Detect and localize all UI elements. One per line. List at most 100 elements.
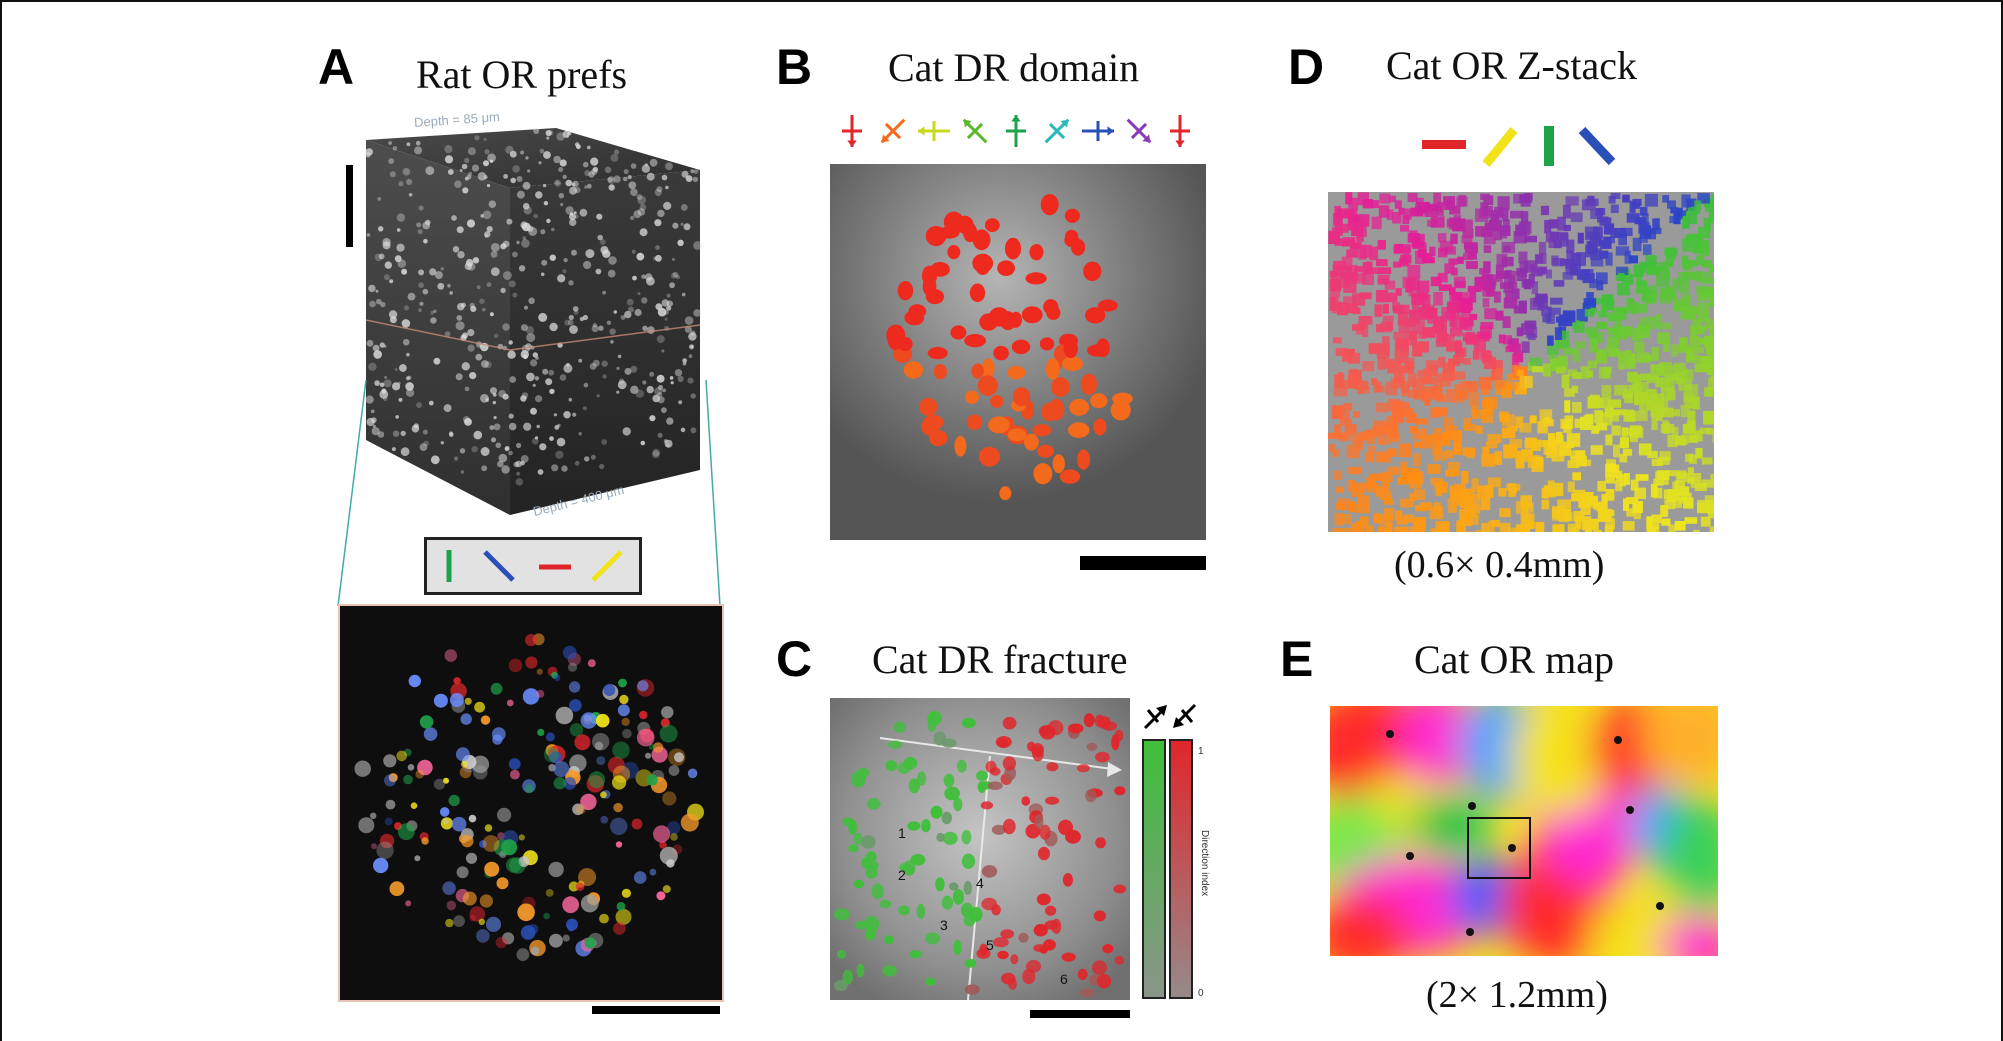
zstack-cell xyxy=(1703,290,1717,297)
direction-cell xyxy=(1041,402,1057,422)
cube-cell xyxy=(384,274,390,281)
cube-cell xyxy=(567,319,574,326)
zstack-cell xyxy=(1651,347,1659,361)
zstack-cell xyxy=(1495,310,1504,321)
zstack-cell xyxy=(1580,503,1591,515)
cube-cell xyxy=(455,321,465,331)
zstack-cell xyxy=(1626,409,1635,422)
zstack-cell xyxy=(1690,324,1698,339)
zstack-cell xyxy=(1686,198,1697,211)
cube-cell xyxy=(531,437,539,445)
zstack-cell xyxy=(1541,306,1552,316)
zstack-cell xyxy=(1331,301,1342,314)
cube-cell xyxy=(456,226,464,234)
cube-cell xyxy=(640,440,646,446)
cube-cell xyxy=(481,360,489,368)
labeled-cell xyxy=(648,743,655,750)
direction-cell xyxy=(978,446,1001,467)
zstack-cell xyxy=(1332,449,1340,457)
zstack-cell xyxy=(1594,410,1603,424)
zstack-cell xyxy=(1580,366,1590,379)
zstack-cell xyxy=(1392,302,1401,311)
fracture-cell xyxy=(925,932,941,945)
cube-cell xyxy=(368,362,377,371)
fracture-cell xyxy=(884,935,894,945)
fracture-cell xyxy=(981,897,998,911)
cube-cell xyxy=(661,349,665,353)
cube-cell xyxy=(408,193,413,197)
cube-cell xyxy=(572,412,577,417)
zstack-cell xyxy=(1639,373,1651,381)
cube-cell xyxy=(590,454,596,460)
cube-cell xyxy=(489,425,495,430)
zstack-cell xyxy=(1480,408,1489,419)
cube-cell xyxy=(688,332,697,341)
zstack-cell xyxy=(1630,374,1641,384)
zstack-cell xyxy=(1697,193,1710,204)
zstack-cell xyxy=(1615,246,1630,256)
cube-cell xyxy=(538,161,542,165)
zstack-cell xyxy=(1682,215,1690,229)
fracture-cell xyxy=(952,889,965,905)
cube-cell xyxy=(405,388,415,397)
zstack-cell xyxy=(1639,317,1647,330)
cluster-label-5: 5 xyxy=(986,937,994,953)
zstack-cell xyxy=(1398,443,1412,458)
zstack-cell xyxy=(1437,330,1446,343)
zstack-cell xyxy=(1670,207,1678,214)
cube-cell xyxy=(405,376,410,381)
zstack-cell xyxy=(1449,430,1456,440)
cube-cell xyxy=(590,157,599,166)
zstack-cell xyxy=(1454,483,1467,495)
zstack-cell xyxy=(1460,219,1473,229)
zstack-cell xyxy=(1484,485,1494,498)
zstack-cell xyxy=(1676,207,1683,218)
direction-cell xyxy=(982,358,995,378)
zstack-cell xyxy=(1513,305,1527,314)
zstack-cell xyxy=(1432,325,1439,332)
zstack-cell xyxy=(1443,334,1451,345)
zstack-cell xyxy=(1334,374,1345,388)
fracture-cell xyxy=(903,860,916,876)
cube-cell xyxy=(646,276,655,286)
zstack-cell xyxy=(1633,264,1644,278)
cube-cell xyxy=(539,148,545,154)
cube-cell xyxy=(522,181,531,190)
cube-cell xyxy=(661,174,668,181)
zstack-cell xyxy=(1433,292,1443,306)
zstack-cell xyxy=(1382,315,1394,323)
zstack-cell xyxy=(1549,219,1559,229)
fracture-cell xyxy=(1114,955,1124,965)
zstack-cell xyxy=(1713,370,1723,379)
labeled-cell xyxy=(443,777,449,784)
panel-a-volume-cube xyxy=(365,128,702,515)
zstack-cell xyxy=(1557,499,1571,509)
labeled-cell xyxy=(455,747,470,762)
labeled-cell xyxy=(482,835,500,852)
zstack-cell xyxy=(1701,457,1713,465)
zstack-cell xyxy=(1355,380,1369,390)
zstack-cell xyxy=(1382,303,1389,314)
zstack-cell xyxy=(1622,448,1633,456)
zstack-cell xyxy=(1543,440,1551,447)
direction-cell xyxy=(1033,463,1053,485)
zstack-cell xyxy=(1331,297,1339,307)
cube-cell xyxy=(592,166,599,173)
zstack-cell xyxy=(1550,441,1565,452)
zstack-cell xyxy=(1679,280,1690,294)
zstack-cell xyxy=(1359,292,1372,300)
cube-cell xyxy=(563,258,568,263)
cube-cell xyxy=(631,249,636,254)
labeled-cell xyxy=(451,816,467,832)
cluster-label-1: 1 xyxy=(898,825,906,841)
cube-cell xyxy=(692,176,699,183)
zstack-cell xyxy=(1446,425,1457,433)
cube-cell xyxy=(490,387,497,395)
zstack-cell xyxy=(1571,320,1580,330)
zstack-cell xyxy=(1589,279,1599,289)
zstack-cell xyxy=(1395,510,1403,521)
zstack-cell xyxy=(1521,211,1529,224)
zstack-cell xyxy=(1444,246,1456,255)
cube-cell xyxy=(486,226,493,233)
zstack-cell xyxy=(1636,381,1649,394)
